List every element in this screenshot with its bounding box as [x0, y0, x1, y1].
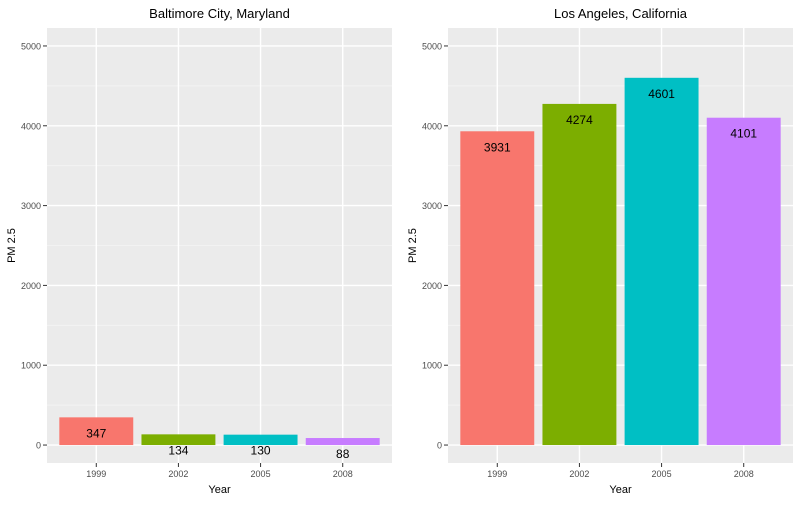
- data-label: 4274: [566, 113, 593, 127]
- y-tick-label: 4000: [21, 121, 41, 131]
- bar-2008: [305, 438, 380, 446]
- data-label: 347: [86, 426, 106, 440]
- y-axis-label: PM 2.5: [407, 228, 419, 263]
- y-tick-label: 2000: [422, 281, 442, 291]
- y-tick-label: 3000: [21, 201, 41, 211]
- data-label: 134: [168, 443, 188, 457]
- bar-2002: [542, 103, 617, 446]
- chart-title: Baltimore City, Maryland: [149, 6, 290, 21]
- y-tick-label: 5000: [422, 41, 442, 51]
- data-label: 4101: [730, 127, 757, 141]
- y-tick-label: 1000: [21, 361, 41, 371]
- y-tick-label: 1000: [422, 361, 442, 371]
- y-tick-label: 3000: [422, 201, 442, 211]
- x-tick-label: 1999: [487, 469, 507, 479]
- y-tick-label: 4000: [422, 121, 442, 131]
- y-tick-label: 2000: [21, 281, 41, 291]
- bar-2002: [141, 434, 216, 446]
- x-tick-label: 2005: [652, 469, 672, 479]
- bar-1999: [59, 417, 134, 446]
- y-tick-label: 0: [36, 441, 41, 451]
- bar-2005: [624, 77, 699, 446]
- data-label: 3931: [484, 140, 511, 154]
- x-axis-label: Year: [609, 484, 632, 496]
- data-label: 130: [251, 444, 271, 458]
- x-axis-label: Year: [208, 484, 231, 496]
- x-tick-label: 2008: [734, 469, 754, 479]
- bar-2005: [223, 434, 298, 446]
- bar-2008: [706, 117, 781, 446]
- y-tick-label: 5000: [21, 41, 41, 51]
- x-tick-label: 1999: [86, 469, 106, 479]
- x-tick-label: 2005: [251, 469, 271, 479]
- data-label: 4601: [648, 87, 675, 101]
- x-tick-label: 2002: [168, 469, 188, 479]
- x-tick-label: 2008: [333, 469, 353, 479]
- data-label: 88: [336, 447, 350, 461]
- x-tick-label: 2002: [569, 469, 589, 479]
- y-tick-label: 0: [437, 441, 442, 451]
- bar-1999: [460, 131, 535, 446]
- chart-title: Los Angeles, California: [554, 6, 688, 21]
- y-axis-label: PM 2.5: [6, 228, 18, 263]
